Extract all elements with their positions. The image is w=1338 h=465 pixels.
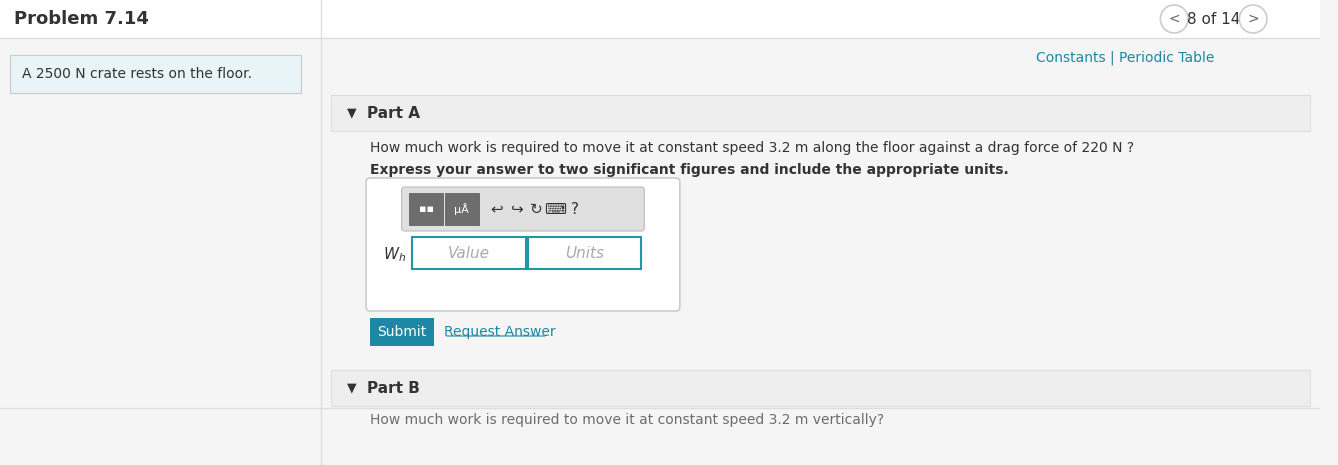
Text: Constants | Periodic Table: Constants | Periodic Table bbox=[1036, 51, 1215, 65]
Text: ⌨: ⌨ bbox=[545, 201, 566, 217]
FancyBboxPatch shape bbox=[409, 193, 443, 225]
Text: ▼: ▼ bbox=[348, 381, 357, 394]
FancyBboxPatch shape bbox=[529, 237, 641, 269]
Text: ↩: ↩ bbox=[490, 201, 503, 217]
FancyBboxPatch shape bbox=[371, 318, 434, 346]
Text: A 2500 N crate rests on the floor.: A 2500 N crate rests on the floor. bbox=[21, 67, 252, 81]
Text: $W_{h}$  =: $W_{h}$ = bbox=[383, 246, 428, 264]
FancyBboxPatch shape bbox=[367, 178, 680, 311]
FancyBboxPatch shape bbox=[401, 187, 645, 231]
FancyBboxPatch shape bbox=[0, 0, 1321, 38]
Text: ▼: ▼ bbox=[348, 106, 357, 120]
Text: Submit: Submit bbox=[377, 325, 427, 339]
Text: Request Answer: Request Answer bbox=[444, 325, 555, 339]
FancyBboxPatch shape bbox=[446, 193, 479, 225]
Text: <: < bbox=[1168, 12, 1180, 26]
Text: Problem 7.14: Problem 7.14 bbox=[13, 10, 149, 28]
FancyBboxPatch shape bbox=[412, 237, 526, 269]
Text: μÅ: μÅ bbox=[455, 203, 470, 215]
Text: Part A: Part A bbox=[367, 106, 420, 120]
Text: ?: ? bbox=[571, 201, 579, 217]
Text: How much work is required to move it at constant speed 3.2 m vertically?: How much work is required to move it at … bbox=[371, 413, 884, 427]
Text: How much work is required to move it at constant speed 3.2 m along the floor aga: How much work is required to move it at … bbox=[371, 141, 1135, 155]
Text: >: > bbox=[1247, 12, 1259, 26]
Text: 8 of 14: 8 of 14 bbox=[1187, 12, 1240, 27]
Text: ↪: ↪ bbox=[510, 201, 522, 217]
Text: ▪▪: ▪▪ bbox=[419, 204, 434, 214]
Text: Express your answer to two significant figures and include the appropriate units: Express your answer to two significant f… bbox=[371, 163, 1009, 177]
FancyBboxPatch shape bbox=[9, 55, 301, 93]
Text: ↻: ↻ bbox=[530, 201, 542, 217]
Text: Value: Value bbox=[448, 246, 490, 260]
Text: Units: Units bbox=[565, 246, 603, 260]
FancyBboxPatch shape bbox=[330, 95, 1310, 131]
FancyBboxPatch shape bbox=[330, 370, 1310, 406]
Text: Part B: Part B bbox=[367, 380, 420, 396]
